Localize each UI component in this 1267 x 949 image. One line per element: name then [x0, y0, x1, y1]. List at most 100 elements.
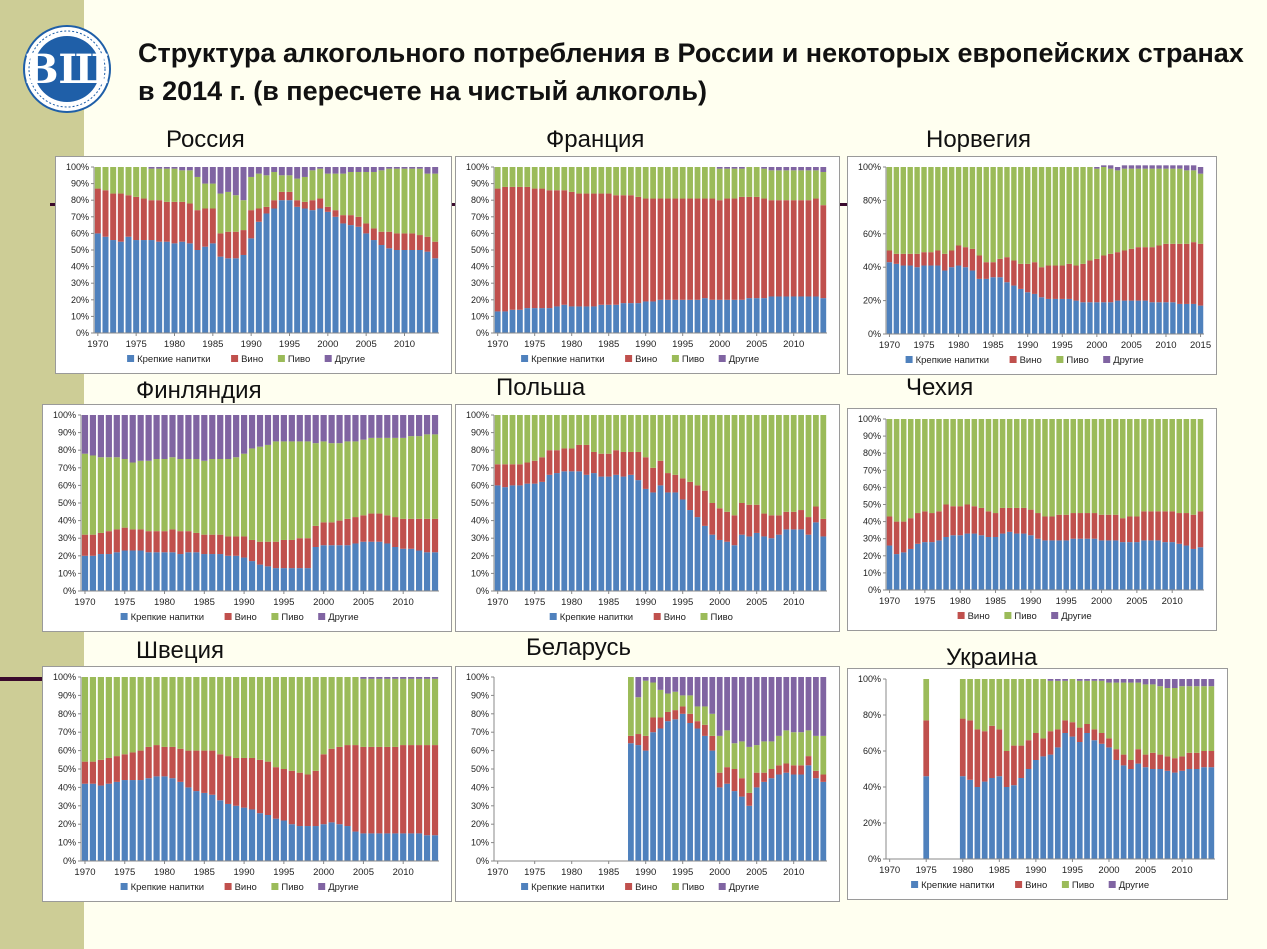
- bar-segment-wine: [978, 507, 985, 536]
- bar-segment-beer: [907, 419, 914, 519]
- bar-segment-wine: [202, 208, 209, 247]
- bar-segment-beer: [294, 178, 301, 201]
- bar-segment-wine: [240, 757, 248, 808]
- y-tick-label: 0%: [868, 854, 881, 864]
- bar-segment-spirits: [753, 298, 760, 333]
- bar-segment-wine: [1006, 507, 1013, 532]
- bar-segment-spirits: [1077, 538, 1084, 590]
- bar-segment-spirits: [171, 243, 178, 333]
- x-tick-label: 2010: [783, 867, 804, 878]
- bar-segment-spirits: [739, 534, 745, 591]
- bar-segment-other: [355, 167, 362, 172]
- bar-segment-other: [271, 167, 278, 172]
- bar-segment-wine: [820, 205, 827, 299]
- bar-segment-beer: [301, 176, 308, 202]
- bar-segment-spirits: [408, 833, 415, 861]
- bar-segment-wine: [288, 539, 295, 569]
- bar-segment-wine: [1069, 722, 1076, 737]
- bar-segment-spirits: [679, 713, 686, 861]
- bar-segment-wine: [1114, 252, 1121, 301]
- bar-segment-wine: [820, 518, 827, 537]
- y-tick-label: 20%: [71, 295, 89, 305]
- bar-segment-beer: [169, 457, 176, 530]
- bar-segment-wine: [248, 210, 255, 239]
- bar-segment-wine: [971, 506, 978, 534]
- bar-segment-other: [286, 167, 293, 176]
- legend-label-other: Другие: [328, 612, 358, 623]
- x-tick-label: 1980: [154, 867, 175, 878]
- bar-segment-wine: [665, 198, 671, 300]
- legend-label-beer: Пиво: [711, 612, 733, 623]
- bar-segment-other: [709, 677, 716, 714]
- bar-segment-spirits: [554, 306, 560, 333]
- bar-segment-spirits: [783, 296, 790, 333]
- y-tick-label: 0%: [868, 329, 881, 339]
- bar-segment-beer: [1135, 168, 1142, 248]
- bar-segment-beer: [1190, 419, 1197, 515]
- x-tick-label: 2000: [317, 339, 338, 350]
- bar-segment-beer: [687, 167, 693, 199]
- bar-segment-spirits: [805, 765, 812, 861]
- bar-segment-beer: [650, 167, 656, 199]
- bar-segment-spirits: [1128, 769, 1134, 859]
- bar-segment-beer: [1003, 679, 1010, 751]
- bar-segment-beer: [923, 679, 930, 721]
- bar-segment-beer: [620, 415, 627, 452]
- legend-label-wine: Вино: [635, 882, 657, 893]
- bar-segment-beer: [320, 441, 327, 523]
- bar-segment-beer: [233, 457, 240, 537]
- bar-segment-spirits: [943, 536, 949, 590]
- y-tick-label: 30%: [71, 278, 89, 288]
- bar-segment-spirits: [376, 833, 383, 861]
- bar-segment-spirits: [1142, 767, 1149, 859]
- bar-segment-other: [347, 167, 354, 172]
- y-tick-label: 40%: [58, 516, 76, 526]
- bar-segment-spirits: [922, 542, 928, 590]
- bar-segment-beer: [702, 415, 708, 491]
- bar-segment-spirits: [635, 745, 642, 861]
- bar-segment-beer: [217, 677, 224, 755]
- bar-segment-wine: [650, 717, 656, 733]
- bar-segment-spirits: [1112, 540, 1119, 590]
- bar-segment-wine: [739, 196, 745, 300]
- bar-segment-beer: [137, 677, 144, 751]
- bar-segment-spirits: [914, 267, 920, 334]
- bar-segment-wine: [209, 750, 216, 795]
- bar-segment-wine: [352, 517, 359, 544]
- bar-segment-wine: [408, 518, 415, 549]
- x-tick-label: 1980: [561, 597, 582, 608]
- chart-title-poland: Польша: [496, 374, 586, 401]
- bar-segment-wine: [248, 757, 256, 810]
- bar-segment-wine: [94, 188, 101, 234]
- bar-segment-beer: [272, 677, 280, 768]
- bar-segment-beer: [309, 170, 316, 201]
- bar-segment-beer: [768, 170, 775, 201]
- bar-segment-wine: [776, 200, 782, 297]
- bar-segment-beer: [502, 167, 508, 187]
- bar-segment-spirits: [598, 476, 605, 591]
- bar-segment-spirits: [642, 301, 649, 333]
- bar-segment-beer: [546, 167, 553, 191]
- bar-segment-beer: [798, 732, 804, 766]
- bar-segment-beer: [352, 441, 359, 518]
- bar-segment-wine: [1127, 516, 1133, 543]
- bar-segment-spirits: [790, 529, 797, 591]
- bar-segment-wine: [1176, 513, 1183, 544]
- bar-segment-other: [225, 415, 232, 459]
- bar-segment-beer: [129, 677, 136, 753]
- bar-segment-beer: [964, 419, 971, 505]
- bar-segment-wine: [145, 531, 152, 553]
- legend-swatch-beer: [700, 613, 708, 620]
- bar-segment-spirits: [568, 471, 575, 591]
- bar-segment-beer: [217, 193, 224, 234]
- y-tick-label: 10%: [471, 838, 489, 848]
- bar-segment-spirits: [409, 250, 416, 333]
- bar-segment-wine: [568, 191, 575, 307]
- bar-segment-wine: [368, 746, 375, 834]
- bar-segment-wine: [347, 215, 354, 226]
- x-tick-label: 2000: [709, 867, 730, 878]
- bar-segment-spirits: [1141, 540, 1147, 590]
- bar-segment-beer: [240, 200, 247, 231]
- bar-segment-spirits: [1056, 540, 1062, 590]
- bar-segment-spirits: [798, 296, 804, 333]
